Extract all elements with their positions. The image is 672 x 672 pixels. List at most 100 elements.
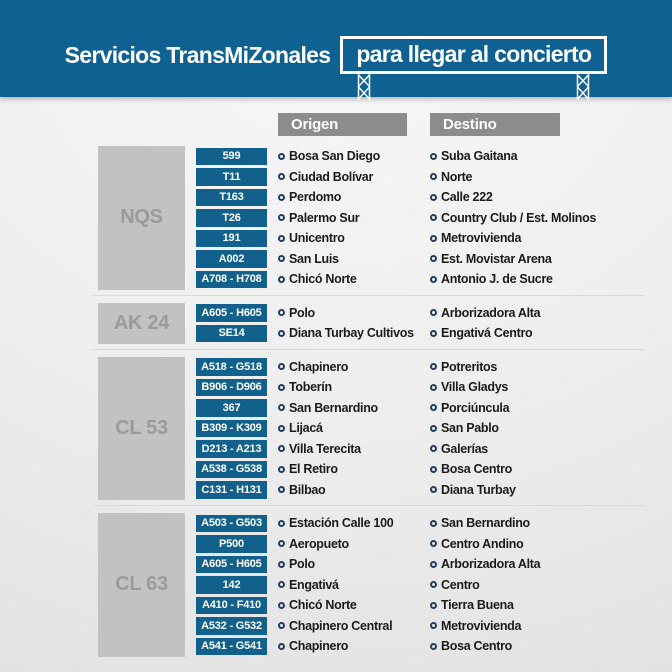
page-title-boxed: para llegar al concierto (340, 36, 608, 74)
route-code-chip: A538 - G538 (196, 460, 267, 478)
destination-cell: Engativá Centro (430, 326, 540, 340)
ring-bullet-icon (278, 519, 285, 527)
destination-cell: Centro Andino (430, 537, 540, 551)
route-code: A605 - H605 (201, 306, 262, 319)
destination-label: Centro (441, 577, 480, 592)
corridor-section: CL 53 A518 - G518 Chapinero Potreritos B… (98, 356, 652, 501)
section-divider (93, 348, 644, 350)
route-code: A532 - G532 (201, 619, 262, 632)
route-code-chip: 191 (196, 229, 267, 247)
route-row: T11 Ciudad Bolívar Norte (196, 167, 596, 188)
route-rows: A605 - H605 Polo Arborizadora Alta SE14 … (196, 303, 541, 344)
origin-cell: Lijacá (278, 421, 430, 435)
route-code-chip: A503 - G503 (196, 514, 267, 532)
origin-cell: Unicentro (278, 231, 430, 245)
destination-cell: Diana Turbay (430, 483, 516, 497)
destination-cell: Tierra Buena (430, 598, 540, 612)
origin-cell: Diana Turbay Cultivos (278, 326, 430, 340)
origin-cell: Chapinero (278, 360, 430, 374)
ring-bullet-icon (430, 486, 437, 494)
route-row: T163 Perdomo Calle 222 (196, 187, 596, 208)
destination-cell: Arborizadora Alta (430, 557, 541, 572)
ring-bullet-icon (430, 560, 437, 568)
origin-cell: Chicó Norte (278, 598, 430, 612)
ring-bullet-icon (278, 465, 285, 473)
origin-cell: San Luis (278, 252, 430, 266)
ring-bullet-icon (430, 214, 437, 222)
ring-bullet-icon (430, 622, 437, 630)
origin-cell: Chicó Norte (278, 272, 430, 286)
origin-label: Bilbao (289, 482, 326, 497)
route-code-chip: A410 - F410 (196, 596, 267, 614)
route-row: A541 - G541 Chapinero Bosa Centro (196, 636, 540, 657)
route-row: D213 - A213 Villa Terecita Galerías (196, 439, 516, 460)
route-row: A002 San Luis Est. Movistar Arena (196, 249, 596, 270)
ring-bullet-icon (430, 424, 437, 432)
destination-label: San Bernardino (441, 516, 530, 531)
origin-cell: San Bernardino (278, 401, 430, 415)
ring-bullet-icon (278, 622, 285, 630)
origin-label: Aeropueto (289, 536, 349, 551)
origin-label: Villa Terecita (289, 441, 361, 456)
destination-label: Calle 222 (441, 190, 493, 205)
origin-cell: Bilbao (278, 483, 430, 497)
route-code: SE14 (218, 327, 245, 340)
ring-bullet-icon (278, 234, 285, 242)
destination-label: Metrovivienda (441, 618, 522, 633)
ring-bullet-icon (430, 255, 437, 263)
ring-bullet-icon (278, 601, 285, 609)
route-rows: A518 - G518 Chapinero Potreritos B906 - … (196, 357, 516, 501)
destination-label: Suba Gaitana (441, 149, 518, 164)
route-code: T26 (222, 211, 241, 224)
route-code: T163 (219, 191, 244, 204)
route-code-chip: 599 (196, 147, 267, 165)
destination-label: Bosa Centro (441, 639, 513, 654)
route-code: 142 (222, 578, 241, 591)
route-code: D213 - A213 (201, 442, 262, 455)
corridor-section: NQS 599 Bosa San Diego Suba Gaitana T11 … (98, 146, 652, 290)
truss-leg-icon (576, 74, 590, 100)
route-code: A503 - G503 (201, 517, 262, 530)
route-code: A605 - H605 (201, 558, 262, 571)
destination-label: Porciúncula (441, 400, 510, 415)
route-code-chip: T11 (196, 168, 267, 186)
origin-cell: Polo (278, 557, 430, 571)
route-row: 142 Engativá Centro (196, 575, 540, 596)
route-code: B906 - D906 (201, 381, 262, 394)
route-row: 367 San Bernardino Porciúncula (196, 398, 516, 419)
destination-cell: Bosa Centro (430, 639, 540, 653)
route-row: A503 - G503 Estación Calle 100 San Berna… (196, 513, 540, 534)
origin-label: Polo (289, 305, 315, 320)
ring-bullet-icon (278, 309, 285, 317)
route-row: A410 - F410 Chicó Norte Tierra Buena (196, 595, 540, 616)
destination-cell: San Bernardino (430, 516, 540, 530)
route-code: A518 - G518 (201, 360, 262, 373)
ring-bullet-icon (278, 424, 285, 432)
route-code-chip: 367 (196, 399, 267, 417)
ring-bullet-icon (430, 581, 437, 589)
route-code-chip: A532 - G532 (196, 617, 267, 635)
route-table: Origen Destino NQS 599 Bosa San Diego Su… (0, 113, 672, 657)
corridor-section: CL 63 A503 - G503 Estación Calle 100 San… (98, 513, 652, 657)
ring-bullet-icon (430, 363, 437, 371)
destination-label: Centro Andino (441, 536, 524, 551)
destination-cell: Country Club / Est. Molinos (430, 211, 596, 225)
origin-cell: Villa Terecita (278, 442, 430, 456)
route-code: A538 - G538 (201, 463, 262, 476)
ring-bullet-icon (430, 173, 437, 181)
ring-bullet-icon (278, 486, 285, 494)
header-banner: Servicios TransMiZonales para llegar al … (0, 0, 672, 100)
origin-cell: Aeropueto (278, 537, 430, 551)
origin-cell: Polo (278, 306, 430, 320)
route-code: A002 (218, 252, 245, 265)
corridor-label: NQS (120, 206, 163, 229)
destination-label: Diana Turbay (441, 482, 516, 497)
ring-bullet-icon (430, 465, 437, 473)
route-row: P500 Aeropueto Centro Andino (196, 534, 540, 555)
destination-cell: Norte (430, 170, 596, 184)
route-code: P500 (219, 537, 244, 550)
route-rows: 599 Bosa San Diego Suba Gaitana T11 Ciud… (196, 146, 596, 290)
destination-label: Arborizadora Alta (441, 557, 541, 572)
route-code-chip: A541 - G541 (196, 637, 267, 655)
origin-label: Chapinero (289, 359, 349, 374)
